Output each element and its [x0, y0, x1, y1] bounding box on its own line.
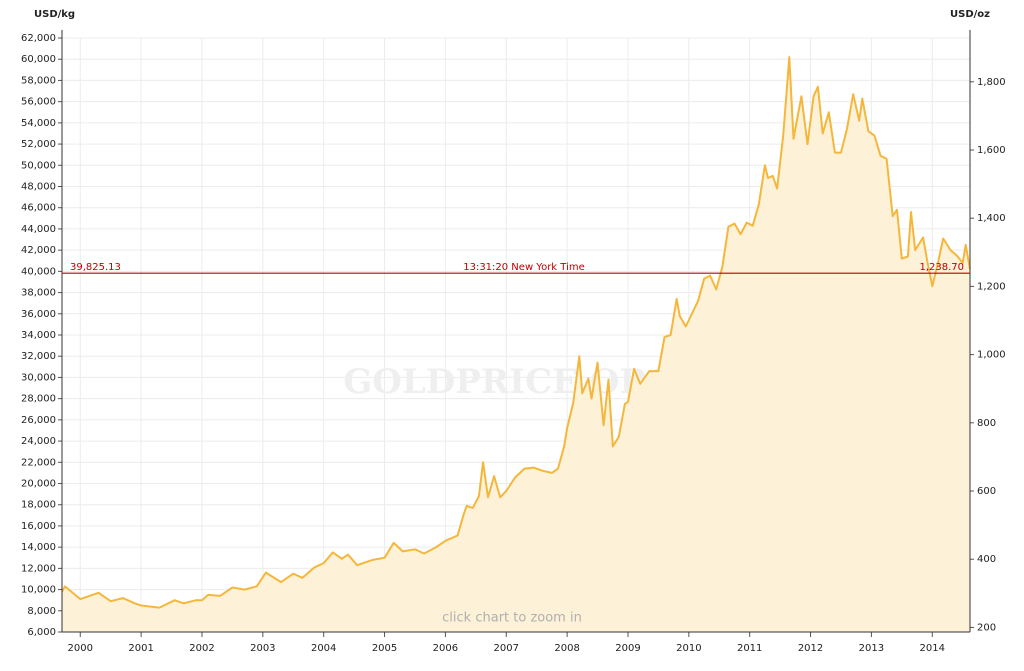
y-tick-label: 22,000 [21, 457, 56, 468]
y-tick-label: 48,000 [21, 182, 56, 193]
line [61, 56, 971, 609]
x-tick-label: 2013 [859, 643, 884, 654]
current-price-label: 39,825.13 [70, 262, 121, 273]
y2-tick-label: 1,200 [977, 281, 1006, 292]
y-tick-label: 58,000 [21, 75, 56, 86]
x-tick-label: 2010 [676, 643, 701, 654]
x-tick-label: 2005 [372, 643, 397, 654]
y-tick-label: 14,000 [21, 542, 56, 553]
y2-tick-label: 1,600 [977, 145, 1006, 156]
y-tick-label: 44,000 [21, 224, 56, 235]
y-tick-label: 36,000 [21, 309, 56, 320]
y2-tick-label: 800 [977, 418, 996, 429]
x-tick-label: 2014 [920, 643, 945, 654]
y-tick-label: 50,000 [21, 160, 56, 171]
y-tick-label: 16,000 [21, 521, 56, 532]
y-tick-label: 18,000 [21, 500, 56, 511]
area [62, 57, 970, 633]
current-price-oz: 1,238.70 [919, 262, 964, 273]
y-tick-label: 10,000 [21, 585, 56, 596]
x-tick-label: 2009 [615, 643, 640, 654]
y-tick-label: 46,000 [21, 203, 56, 214]
y-tick-label: 8,000 [27, 606, 56, 617]
x-tick-label: 2004 [311, 643, 336, 654]
x-tick-label: 2000 [68, 643, 93, 654]
y-tick-label: 20,000 [21, 479, 56, 490]
y-tick-label: 24,000 [21, 436, 56, 447]
y-tick-label: 34,000 [21, 330, 56, 341]
x-tick-label: 2006 [433, 643, 458, 654]
y2-tick-label: 200 [977, 622, 996, 633]
y-tick-label: 6,000 [27, 627, 56, 638]
y-tick-label: 32,000 [21, 351, 56, 362]
x-tick-label: 2012 [798, 643, 823, 654]
current-time: 13:31:20 New York Time [463, 262, 585, 273]
y-tick-label: 52,000 [21, 139, 56, 150]
y-tick-label: 26,000 [21, 415, 56, 426]
y2-tick-label: 1,800 [977, 77, 1006, 88]
y-tick-label: 54,000 [21, 118, 56, 129]
y-tick-label: 28,000 [21, 394, 56, 405]
x-tick-label: 2001 [128, 643, 153, 654]
y-tick-label: 60,000 [21, 54, 56, 65]
y-tick-label: 62,000 [21, 33, 56, 44]
y-tick-label: 38,000 [21, 288, 56, 299]
y2-tick-label: 1,400 [977, 213, 1006, 224]
x-tick-label: 2003 [250, 643, 275, 654]
y-tick-label: 56,000 [21, 97, 56, 108]
watermark: GOLDPRICE.ORG [343, 362, 677, 402]
y2-tick-label: 400 [977, 554, 996, 565]
y-axis-label: USD/kg [34, 9, 75, 20]
y-tick-label: 40,000 [21, 266, 56, 277]
x-tick-label: 2002 [189, 643, 214, 654]
x-tick-label: 2011 [737, 643, 762, 654]
zoom-hint: click chart to zoom in [442, 611, 582, 626]
y-tick-label: 12,000 [21, 563, 56, 574]
x-tick-label: 2007 [494, 643, 519, 654]
y2-tick-label: 1,000 [977, 350, 1006, 361]
y2-axis-label: USD/oz [950, 9, 990, 20]
y2-tick-label: 600 [977, 486, 996, 497]
x-tick-label: 2008 [554, 643, 579, 654]
y-tick-label: 42,000 [21, 245, 56, 256]
y-tick-label: 30,000 [21, 372, 56, 383]
